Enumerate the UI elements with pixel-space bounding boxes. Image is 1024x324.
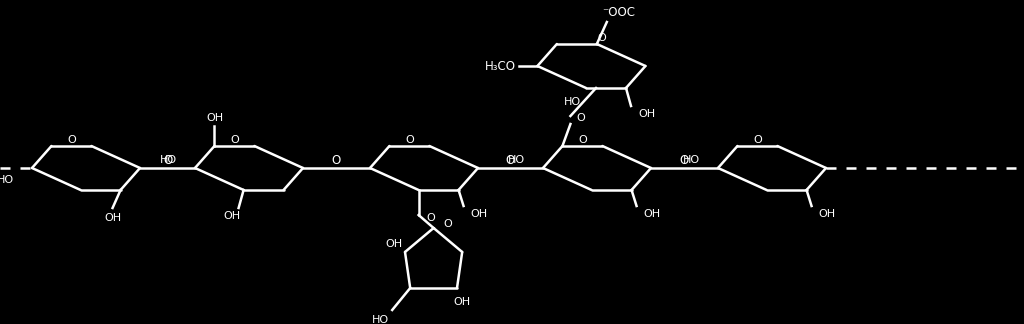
Text: HO: HO bbox=[0, 175, 14, 185]
Text: O: O bbox=[67, 135, 76, 145]
Text: OH: OH bbox=[223, 211, 241, 221]
Text: O: O bbox=[332, 154, 341, 167]
Text: O: O bbox=[443, 219, 452, 229]
Text: O: O bbox=[163, 154, 172, 167]
Text: OH: OH bbox=[638, 109, 655, 119]
Text: OH: OH bbox=[643, 209, 660, 219]
Text: OH: OH bbox=[104, 213, 121, 223]
Text: OH: OH bbox=[818, 209, 836, 219]
Text: OH: OH bbox=[386, 239, 403, 249]
Text: OH: OH bbox=[454, 297, 471, 307]
Text: O: O bbox=[406, 135, 414, 145]
Text: H₃CO: H₃CO bbox=[484, 60, 515, 73]
Text: OH: OH bbox=[206, 113, 223, 123]
Text: O: O bbox=[506, 154, 515, 167]
Text: O: O bbox=[230, 135, 239, 145]
Text: ⁻OOC: ⁻OOC bbox=[602, 6, 635, 18]
Text: O: O bbox=[597, 33, 606, 43]
Text: O: O bbox=[577, 113, 585, 123]
Text: HO: HO bbox=[160, 155, 177, 165]
Text: O: O bbox=[426, 213, 435, 223]
Text: HO: HO bbox=[372, 315, 389, 324]
Text: HO: HO bbox=[564, 97, 581, 107]
Text: OH: OH bbox=[471, 209, 487, 219]
Text: O: O bbox=[753, 135, 762, 145]
Text: HO: HO bbox=[683, 155, 700, 165]
Text: HO: HO bbox=[508, 155, 525, 165]
Text: O: O bbox=[578, 135, 587, 145]
Text: O: O bbox=[680, 154, 689, 167]
